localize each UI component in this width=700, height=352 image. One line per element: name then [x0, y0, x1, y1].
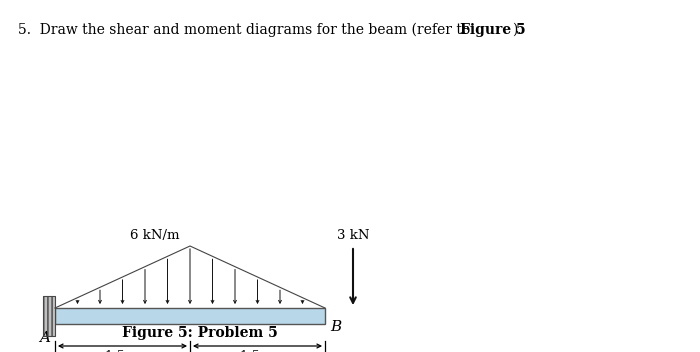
Text: 1.5 m: 1.5 m — [239, 350, 275, 352]
Text: ).: ). — [512, 23, 522, 37]
Bar — [55, 308, 325, 324]
Text: A: A — [39, 331, 50, 345]
Text: 6 kN/m: 6 kN/m — [130, 229, 180, 242]
Text: 1.5 m: 1.5 m — [105, 350, 140, 352]
Text: B: B — [330, 320, 342, 334]
Text: 5.  Draw the shear and moment diagrams for the beam (refer to: 5. Draw the shear and moment diagrams fo… — [18, 23, 475, 37]
Text: Figure 5: Problem 5: Figure 5: Problem 5 — [122, 326, 278, 340]
Bar — [43, 296, 55, 336]
Text: 3 kN: 3 kN — [337, 229, 370, 242]
Bar — [43, 296, 55, 336]
Text: Figure 5: Figure 5 — [460, 23, 526, 37]
